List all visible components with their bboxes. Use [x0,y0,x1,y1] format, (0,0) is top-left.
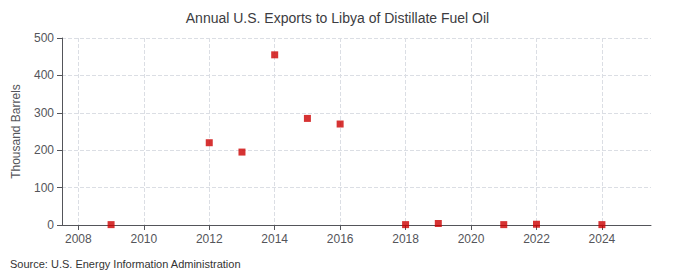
svg-text:Source: U.S. Energy Informatio: Source: U.S. Energy Information Administ… [10,258,241,270]
svg-text:300: 300 [34,106,54,120]
svg-text:2018: 2018 [392,232,419,246]
svg-text:500: 500 [34,31,54,45]
svg-text:2012: 2012 [196,232,223,246]
svg-text:0: 0 [47,218,54,232]
svg-text:2016: 2016 [327,232,354,246]
svg-text:100: 100 [34,181,54,195]
svg-text:2008: 2008 [65,232,92,246]
svg-text:2010: 2010 [130,232,157,246]
svg-text:400: 400 [34,68,54,82]
svg-text:2022: 2022 [523,232,550,246]
svg-text:Thousand Barrels: Thousand Barrels [9,84,23,179]
svg-text:2020: 2020 [458,232,485,246]
svg-text:2024: 2024 [589,232,616,246]
svg-text:2014: 2014 [261,232,288,246]
svg-text:Annual U.S. Exports to Libya o: Annual U.S. Exports to Libya of Distilla… [186,10,489,26]
svg-text:200: 200 [34,143,54,157]
